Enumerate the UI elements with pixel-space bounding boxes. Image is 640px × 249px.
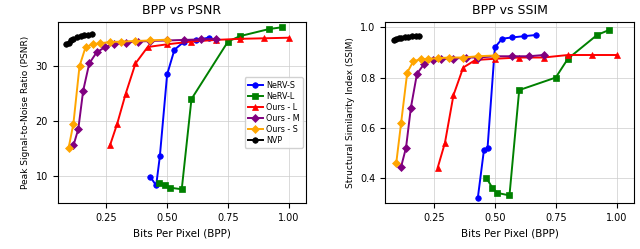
NeRV-L [178,188,186,191]
Line: NeRV-S: NeRV-S [147,35,211,188]
NeRV-L [278,26,285,29]
NeRV-S [193,38,200,41]
X-axis label: Bits Per Pixel (BPP): Bits Per Pixel (BPP) [133,228,230,238]
NVP [62,43,70,46]
NeRV-S [156,155,164,158]
Ours - S [70,122,77,125]
Ours - S [147,39,154,42]
Ours - L [188,40,195,43]
NVP [81,34,88,37]
Ours - M [147,40,154,43]
Ours - M [79,89,87,92]
Ours - L [285,36,292,39]
Ours - M [85,62,93,65]
NeRV-L [155,181,163,184]
NeRV-L [161,184,168,187]
NeRV-S [205,36,212,39]
Ours - L [144,46,152,49]
Ours - S [89,43,97,46]
Ours - M [197,38,205,41]
Ours - S [97,42,104,45]
NeRV-S [171,48,179,51]
Ours - L [113,122,121,125]
NeRV-S [163,73,171,76]
Ours - S [163,38,171,41]
Ours - L [260,37,268,40]
Ours - S [117,40,125,43]
Line: Ours - L: Ours - L [107,35,292,148]
NVP [77,35,84,38]
Ours - L [163,43,171,46]
Line: Ours - M: Ours - M [70,36,219,148]
NeRV-S [180,40,188,43]
NeRV-S [147,175,154,178]
X-axis label: Bits Per Pixel (BPP): Bits Per Pixel (BPP) [461,228,558,238]
NeRV-L [236,35,244,38]
NeRV-L [224,40,232,43]
Ours - S [82,46,90,49]
Ours - L [212,38,220,41]
NeRV-L [166,186,173,189]
Ours - M [134,40,142,43]
Line: NeRV-L: NeRV-L [156,25,284,192]
Ours - L [132,62,140,65]
NeRV-L [188,98,195,101]
Ours - S [65,147,72,150]
Line: Ours - S: Ours - S [66,37,170,151]
Ours - M [101,46,109,49]
Ours - L [106,144,114,147]
Ours - M [212,37,220,40]
NVP [65,41,72,44]
Ours - M [122,41,129,44]
Line: NVP: NVP [63,32,95,47]
Title: BPP vs PSNR: BPP vs PSNR [142,4,221,17]
Y-axis label: Peak Signal-to-Noise Ratio (PSNR): Peak Signal-to-Noise Ratio (PSNR) [21,36,30,189]
NeRV-S [152,184,160,187]
Ours - S [132,40,140,43]
Legend: NeRV-S, NeRV-L, Ours - L, Ours - M, Ours - S, NVP: NeRV-S, NeRV-L, Ours - L, Ours - M, Ours… [245,77,303,148]
NVP [88,33,95,36]
NeRV-L [266,27,273,30]
NVP [70,37,77,40]
NVP [67,39,75,42]
Ours - M [163,39,171,42]
Ours - L [236,37,244,40]
Title: BPP vs SSIM: BPP vs SSIM [472,4,547,17]
Ours - L [122,92,129,95]
Ours - M [180,38,188,41]
Ours - M [109,43,117,46]
Y-axis label: Structural Similarity Index (SSIM): Structural Similarity Index (SSIM) [346,37,355,188]
NVP [73,36,81,39]
Ours - S [106,41,114,44]
Ours - M [93,51,100,54]
Ours - M [74,127,82,130]
Ours - M [70,144,77,147]
NVP [84,33,92,36]
Ours - S [76,65,83,68]
